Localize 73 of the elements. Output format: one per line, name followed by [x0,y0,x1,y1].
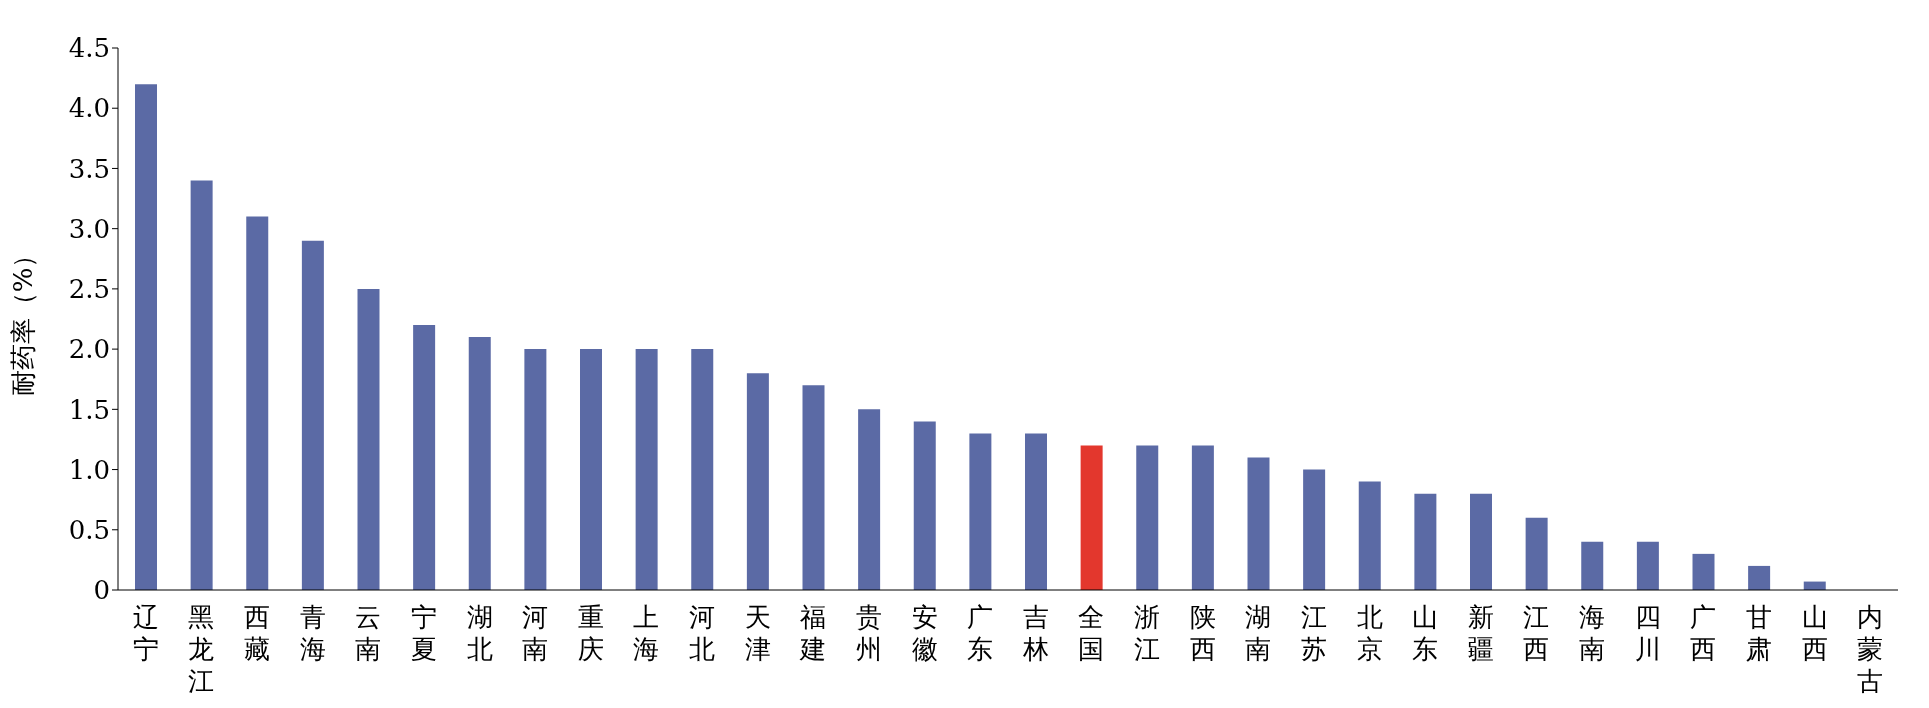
bar [1247,457,1270,590]
x-tick-label: 新疆 [1467,602,1494,664]
bar [190,180,213,590]
x-tick-label: 广西 [1690,602,1717,664]
x-tick-label: 甘肃 [1745,602,1772,664]
x-tick-label: 黑龙江 [188,602,215,696]
y-tick-label: 2.5 [68,274,110,305]
bar [635,349,658,590]
x-tick-label: 云南 [355,602,382,664]
y-tick-label: 1.0 [68,454,110,485]
x-tick-label: 福建 [799,602,827,664]
bar [1025,433,1047,590]
x-tick-label: 北京 [1356,602,1383,664]
bar [580,349,602,590]
bar [1525,517,1548,590]
bar [691,349,714,590]
y-tick-label: 2.0 [68,334,110,365]
bar [524,349,547,590]
bar [1470,493,1492,590]
x-tick-label: 海南 [1579,602,1606,664]
bar [1414,493,1437,590]
bar [1191,445,1214,590]
bar [1748,565,1771,590]
bar [1136,445,1159,590]
bar [1303,469,1326,590]
y-tick-label: 4.0 [68,93,110,124]
bar [858,409,881,590]
x-tick-label: 山西 [1801,602,1828,664]
y-tick-label: 0.5 [68,515,110,546]
x-tick-label: 吉林 [1021,602,1049,664]
bar [802,385,825,590]
x-tick-label: 浙江 [1134,602,1161,664]
x-tick-label: 辽宁 [132,602,159,664]
x-tick-label: 天津 [744,602,771,664]
x-tick-label: 陕西 [1189,602,1216,664]
bar [246,216,269,590]
x-tick-label: 贵州 [855,602,882,664]
bar [413,325,436,590]
bar [468,337,491,590]
y-tick-label: 3.5 [68,153,110,184]
x-tick-label: 青海 [299,602,326,664]
bar [969,433,992,590]
y-tick-label: 1.5 [68,394,110,425]
x-tick-label: 安徽 [911,602,938,664]
bar [746,373,769,590]
x-tick-label: 河北 [689,602,716,664]
bar [301,240,324,590]
x-tick-label: 四川 [1634,602,1661,664]
bar [1581,541,1604,590]
x-tick-label: 湖北 [466,602,493,664]
bar [913,421,936,590]
bar [1358,481,1381,590]
bar [1636,541,1659,590]
y-tick-label: 3.0 [68,213,110,244]
x-tick-label: 全国 [1078,602,1105,664]
y-tick-label: 0 [93,575,110,606]
x-tick-label: 江苏 [1300,602,1327,664]
x-tick-label: 山东 [1412,602,1439,664]
bar [1692,553,1715,590]
x-tick-label: 上海 [633,602,660,664]
bar [357,288,380,590]
x-tick-label: 江西 [1523,602,1550,664]
x-tick-label: 河南 [522,602,549,664]
bar [135,84,157,590]
x-tick-label: 宁夏 [410,602,437,664]
bar [1080,445,1103,590]
x-tick-label: 重庆 [577,602,604,664]
x-tick-label: 湖南 [1245,602,1272,664]
y-axis-title: 耐药率（%） [8,241,39,397]
x-tick-label: 内蒙古 [1857,602,1884,696]
x-tick-label: 西藏 [244,602,271,664]
x-tick-label: 广东 [967,602,994,664]
y-tick-label: 4.5 [68,33,110,64]
